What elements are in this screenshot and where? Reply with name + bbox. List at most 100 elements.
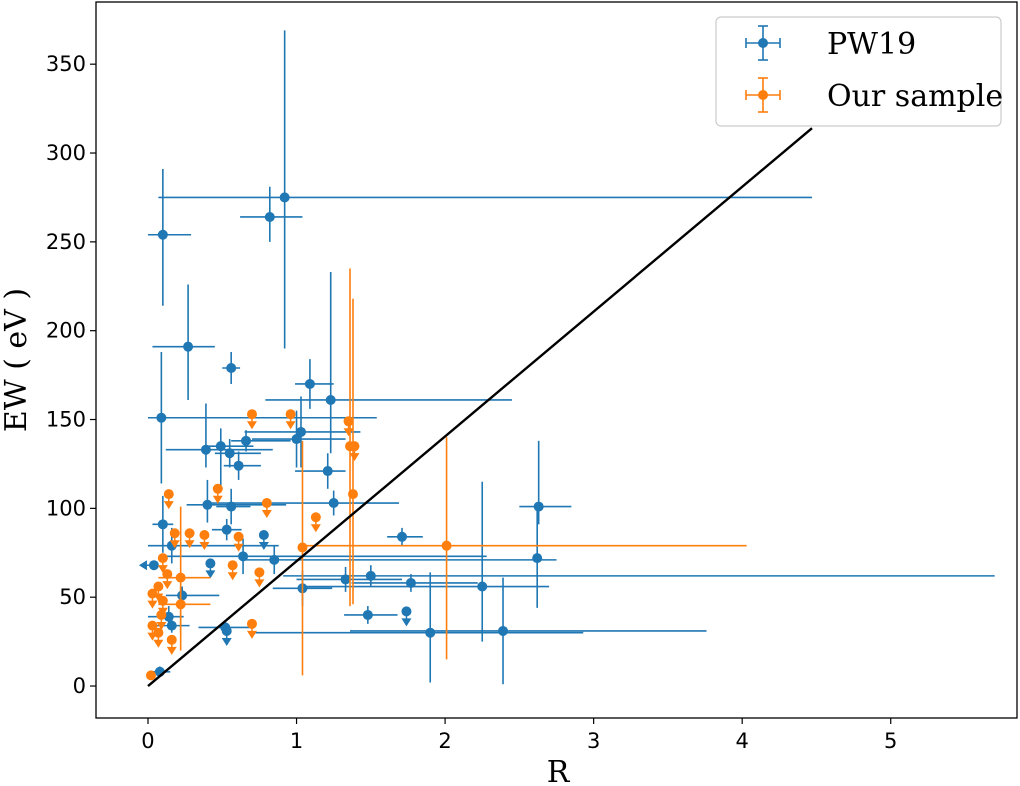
x-tick-label: 5 xyxy=(884,729,897,753)
limit-arrow-head xyxy=(246,630,257,639)
data-marker xyxy=(202,499,213,510)
y-tick-label: 200 xyxy=(46,319,86,343)
data-point xyxy=(152,618,190,633)
upper-limit-point xyxy=(258,530,269,551)
limit-arrow-head xyxy=(156,621,167,630)
data-point xyxy=(158,30,813,349)
limit-arrow-head xyxy=(343,428,354,437)
data-point xyxy=(251,410,346,468)
y-tick-label: 100 xyxy=(46,496,86,520)
series-our-sample xyxy=(145,268,747,681)
reference-line-layer xyxy=(147,127,813,687)
upper-limit-point xyxy=(343,416,354,437)
data-point xyxy=(152,284,215,400)
data-point xyxy=(216,488,251,525)
data-point xyxy=(231,430,291,452)
x-tick-label: 0 xyxy=(141,729,154,753)
limit-arrow-head xyxy=(246,421,257,430)
data-marker xyxy=(221,524,232,535)
upper-limit-point xyxy=(138,560,159,571)
data-marker xyxy=(157,229,168,240)
x-tick-label: 4 xyxy=(735,729,748,753)
limit-arrow-head xyxy=(212,495,223,504)
data-marker xyxy=(532,553,543,564)
limit-arrow-head xyxy=(166,646,177,655)
data-marker xyxy=(157,553,168,564)
data-marker xyxy=(166,634,177,645)
data-point xyxy=(519,440,572,525)
y-axis: 0 50 100 150 200 250 300 350 xyxy=(46,52,96,698)
upper-limit-point xyxy=(184,528,195,549)
upper-limit-point xyxy=(169,528,180,549)
data-marker xyxy=(349,441,360,452)
x-tick-label: 3 xyxy=(587,729,600,753)
legend-label: Our sample xyxy=(827,79,1003,114)
data-marker xyxy=(405,577,416,588)
legend-box xyxy=(715,16,1002,127)
data-marker xyxy=(269,554,280,565)
data-marker xyxy=(347,489,358,500)
upper-limit-point xyxy=(212,483,223,504)
data-marker xyxy=(156,412,167,423)
reference-line xyxy=(147,127,813,687)
legend-label: PW19 xyxy=(827,27,916,62)
data-point xyxy=(300,481,550,642)
limit-arrow-head xyxy=(401,618,412,627)
data-point xyxy=(297,440,308,676)
data-marker xyxy=(147,620,158,631)
data-marker xyxy=(246,618,257,629)
data-point xyxy=(158,586,211,633)
data-marker xyxy=(238,551,249,562)
data-point xyxy=(244,396,361,468)
legend: PW19 Our sample xyxy=(715,16,1003,127)
data-marker xyxy=(157,519,168,530)
upper-limit-point xyxy=(156,609,167,630)
x-axis-label: R xyxy=(547,755,571,786)
data-marker xyxy=(177,590,188,601)
data-marker xyxy=(162,569,173,580)
data-marker xyxy=(258,530,269,541)
data-point xyxy=(295,359,334,409)
plot-frame xyxy=(95,1,1018,719)
upper-limit-point xyxy=(147,588,158,609)
data-marker xyxy=(343,416,354,427)
data-marker xyxy=(163,489,174,500)
y-tick-label: 250 xyxy=(46,230,86,254)
upper-limit-point xyxy=(199,530,210,551)
data-marker xyxy=(291,434,302,445)
data-marker xyxy=(397,531,408,542)
data-point xyxy=(145,670,156,681)
limit-arrow-head xyxy=(285,421,296,430)
x-tick-label: 2 xyxy=(438,729,451,753)
data-marker xyxy=(226,362,237,373)
data-marker xyxy=(295,426,306,437)
upper-limit-point xyxy=(246,409,257,430)
data-marker xyxy=(233,460,244,471)
data-marker xyxy=(304,378,315,389)
upper-limit-point xyxy=(162,569,173,590)
limit-arrow-head xyxy=(254,579,265,588)
data-marker xyxy=(264,211,275,222)
limit-arrow-head xyxy=(310,524,321,533)
limit-arrow-head xyxy=(233,543,244,552)
data-marker xyxy=(148,560,159,571)
y-tick-label: 350 xyxy=(46,52,86,76)
data-point xyxy=(165,403,273,468)
data-point xyxy=(254,572,584,683)
limit-arrow-head xyxy=(261,510,272,519)
data-point xyxy=(223,451,261,480)
data-marker xyxy=(166,620,177,631)
data-marker xyxy=(362,609,373,620)
limit-arrow-head xyxy=(227,572,238,581)
legend-marker xyxy=(758,90,768,100)
data-marker xyxy=(169,528,180,539)
y-axis-label: EW ( eV ) xyxy=(0,288,34,432)
data-point xyxy=(211,519,242,541)
legend-item-our-sample: Our sample xyxy=(745,77,1003,114)
y-tick-label: 300 xyxy=(46,141,86,165)
legend-items: PW19 Our sample xyxy=(745,25,1003,114)
upper-limit-point xyxy=(310,512,321,533)
data-marker xyxy=(477,581,488,592)
upper-limit-point xyxy=(285,409,296,430)
